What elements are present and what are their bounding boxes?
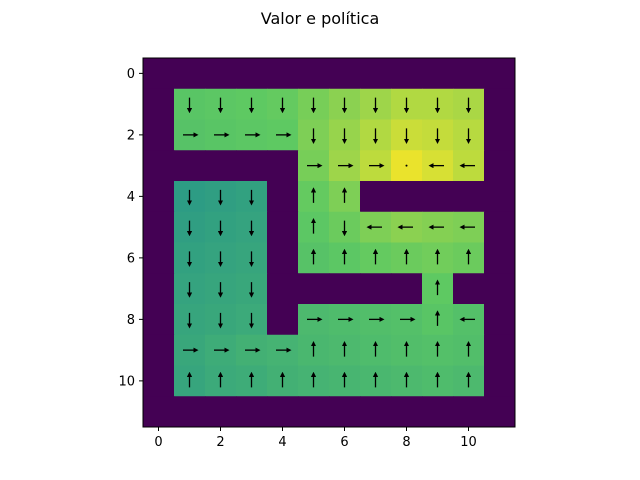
wall-cell <box>484 273 516 305</box>
wall-cell <box>484 242 516 274</box>
y-tick-label: 4 <box>127 190 135 205</box>
wall-cell <box>329 273 361 305</box>
y-axis: 0 2 4 6 8 10 <box>118 67 143 389</box>
chart-title: Valor e política <box>261 9 380 28</box>
x-tick-label: 6 <box>340 435 348 450</box>
wall-cell <box>143 119 175 151</box>
wall-cell <box>236 396 268 428</box>
wall-cell <box>143 181 175 213</box>
wall-cell <box>267 242 299 274</box>
wall-cell <box>205 396 237 428</box>
wall-cell <box>453 273 485 305</box>
wall-cell <box>391 58 423 90</box>
wall-cell <box>298 58 330 90</box>
policy-arrows <box>183 97 475 388</box>
wall-cell <box>143 242 175 274</box>
wall-cell <box>453 181 485 213</box>
wall-cell <box>205 150 237 182</box>
x-tick-label: 2 <box>216 435 224 450</box>
y-tick-label: 10 <box>118 374 135 389</box>
wall-cell <box>236 58 268 90</box>
wall-cell <box>453 396 485 428</box>
wall-cell <box>174 396 206 428</box>
wall-cell <box>143 396 175 428</box>
wall-cell <box>143 304 175 336</box>
wall-cell <box>453 58 485 90</box>
wall-cell <box>391 396 423 428</box>
heatmap-cells <box>143 58 516 428</box>
wall-cell <box>205 58 237 90</box>
wall-cell <box>484 334 516 366</box>
wall-cell <box>267 181 299 213</box>
wall-cell <box>484 396 516 428</box>
x-tick-label: 8 <box>402 435 410 450</box>
wall-cell <box>391 181 423 213</box>
wall-cell <box>360 181 392 213</box>
wall-cell <box>267 396 299 428</box>
x-axis: 0 2 4 6 8 10 <box>154 427 477 450</box>
wall-cell <box>484 181 516 213</box>
y-tick-label: 2 <box>127 128 135 143</box>
wall-cell <box>391 273 423 305</box>
wall-cell <box>484 58 516 90</box>
wall-cell <box>360 58 392 90</box>
wall-cell <box>174 58 206 90</box>
wall-cell <box>422 396 454 428</box>
x-tick-label: 0 <box>154 435 162 450</box>
wall-cell <box>267 58 299 90</box>
wall-cell <box>484 150 516 182</box>
wall-cell <box>236 150 268 182</box>
wall-cell <box>143 58 175 90</box>
wall-cell <box>484 365 516 397</box>
wall-cell <box>143 273 175 305</box>
wall-cell <box>422 181 454 213</box>
wall-cell <box>422 58 454 90</box>
wall-cell <box>143 150 175 182</box>
wall-cell <box>484 88 516 120</box>
wall-cell <box>143 88 175 120</box>
wall-cell <box>484 304 516 336</box>
wall-cell <box>484 211 516 243</box>
wall-cell <box>360 273 392 305</box>
y-tick-label: 8 <box>127 313 135 328</box>
wall-cell <box>329 58 361 90</box>
policy-point <box>405 164 408 167</box>
wall-cell <box>267 211 299 243</box>
y-tick-label: 0 <box>127 67 135 82</box>
plot-frame <box>142 57 516 428</box>
wall-cell <box>143 211 175 243</box>
wall-cell <box>174 150 206 182</box>
wall-cell <box>360 396 392 428</box>
wall-cell <box>484 119 516 151</box>
y-tick-label: 6 <box>127 251 135 266</box>
wall-cell <box>298 396 330 428</box>
wall-cell <box>143 334 175 366</box>
x-tick-label: 10 <box>460 435 477 450</box>
wall-cell <box>267 273 299 305</box>
wall-cell <box>267 304 299 336</box>
wall-cell <box>143 365 175 397</box>
x-tick-label: 4 <box>278 435 286 450</box>
wall-cell <box>267 150 299 182</box>
wall-cell <box>298 273 330 305</box>
wall-cell <box>329 396 361 428</box>
